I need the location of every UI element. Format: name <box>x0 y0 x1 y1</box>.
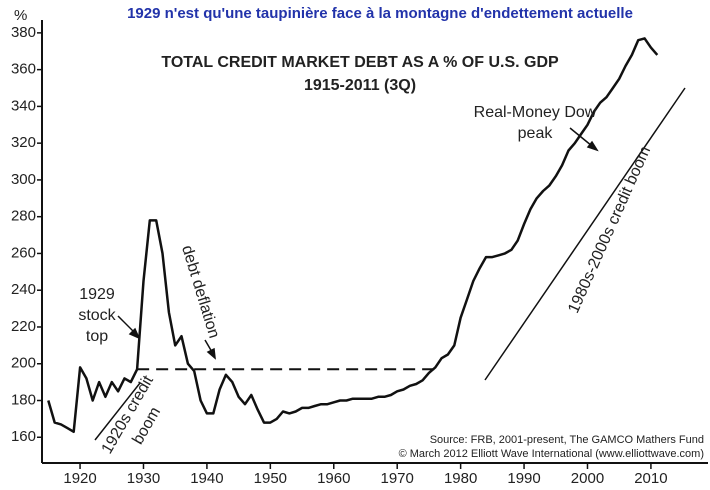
page-title: 1929 n'est qu'une taupinière face à la m… <box>127 5 633 22</box>
pointer-line <box>94 382 141 441</box>
y-tick-label: 380 <box>11 24 36 41</box>
chart-subtitle: 1915-2011 (3Q) <box>304 77 416 94</box>
source-text: Source: FRB, 2001-present, The GAMCO Mat… <box>430 434 704 446</box>
annotation-text: top <box>86 328 108 345</box>
x-tick-label: 1920 <box>63 470 96 487</box>
annotation-text: 1929 <box>79 286 115 303</box>
x-tick-label: 1970 <box>381 470 414 487</box>
y-tick-label: 220 <box>11 318 36 335</box>
x-tick-label: 2000 <box>571 470 604 487</box>
x-tick-label: 1960 <box>317 470 350 487</box>
annotation-text: Real-Money Dow <box>474 104 597 121</box>
pointer-line <box>484 87 686 381</box>
chart-title: TOTAL CREDIT MARKET DEBT AS A % OF U.S. … <box>161 54 559 71</box>
annotation-text: peak <box>518 125 554 142</box>
y-tick-label: 180 <box>11 391 36 408</box>
annotation: 1929 stock top <box>78 286 116 345</box>
y-tick-label: 340 <box>11 97 36 114</box>
arrow-head <box>206 347 216 360</box>
arrows <box>94 87 686 441</box>
y-tick-label: 240 <box>11 281 36 298</box>
y-tick-label: 300 <box>11 171 36 188</box>
y-unit: % <box>14 7 27 24</box>
arrow-head <box>128 327 141 340</box>
y-tick-label: 320 <box>11 134 36 151</box>
y-tick-label: 260 <box>11 244 36 261</box>
data-line <box>47 37 659 434</box>
source-text: © March 2012 Elliott Wave International … <box>399 448 704 460</box>
x-tick-label: 2010 <box>634 470 667 487</box>
y-tick-label: 200 <box>11 355 36 372</box>
annotation: Real-Money Dow peak <box>474 104 597 142</box>
y-tick-label: 160 <box>11 428 36 445</box>
x-tick-label: 1990 <box>507 470 540 487</box>
y-tick-label: 360 <box>11 61 36 78</box>
y-tick-label: 280 <box>11 208 36 225</box>
annotation-text: stock <box>78 307 116 324</box>
x-tick-label: 1950 <box>254 470 287 487</box>
x-tick-label: 1980 <box>444 470 477 487</box>
arrow <box>569 127 593 147</box>
x-tick-label: 1940 <box>190 470 223 487</box>
arrow-head <box>586 140 599 152</box>
x-tick-label: 1930 <box>127 470 160 487</box>
